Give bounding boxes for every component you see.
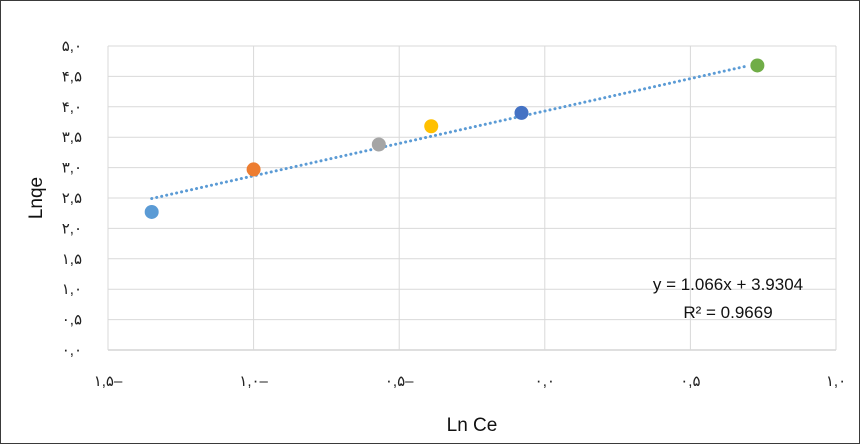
data-point: [514, 105, 529, 120]
y-tick-labels: ۰,۰ ۰,۵ ۱,۰ ۱,۵ ۲,۰ ۲,۵ ۳,۰ ۳,۵ ۴,۰ ۴,۵ ۵,۰: [62, 38, 82, 359]
y-tick-label: ۴,۵: [62, 68, 82, 85]
x-tick-label: ۱,۰: [826, 373, 846, 390]
gridlines: [107, 45, 837, 351]
x-tick-label: ۱,۰–: [239, 373, 268, 390]
x-tick-label: ۰,۵–: [385, 373, 414, 390]
trendline-equation: y = 1.066x + 3.9304: [653, 275, 803, 294]
y-tick-label: ۲,۵: [62, 190, 82, 207]
y-tick-label: ۰,۰: [62, 342, 82, 359]
data-point: [246, 162, 261, 177]
y-tick-label: ۰,۵: [62, 312, 82, 329]
trendline: [150, 64, 751, 201]
y-tick-label: ۴,۰: [62, 99, 82, 116]
data-point: [424, 119, 439, 134]
x-axis-title: Ln Ce: [447, 415, 498, 436]
data-point: [371, 137, 386, 152]
trendline-r-squared: R² = 0.9669: [683, 303, 772, 322]
x-tick-label: ۰,۵: [680, 373, 700, 390]
x-tick-label: ۱,۵–: [94, 373, 123, 390]
y-tick-label: ۱,۰: [62, 281, 82, 298]
y-axis-title: Lnqe: [26, 177, 47, 219]
y-tick-label: ۲,۰: [62, 220, 82, 237]
y-tick-label: ۳,۵: [62, 129, 82, 146]
y-tick-label: ۳,۰: [62, 160, 82, 177]
y-tick-label: ۵,۰: [62, 38, 82, 55]
x-tick-label: ۰,۰: [535, 373, 555, 390]
y-tick-label: ۱,۵: [62, 251, 82, 268]
x-tick-labels: ۱,۵– ۱,۰– ۰,۵– ۰,۰ ۰,۵ ۱,۰: [94, 373, 846, 390]
data-point: [750, 58, 765, 73]
data-points: [144, 58, 765, 219]
data-point: [144, 204, 159, 219]
